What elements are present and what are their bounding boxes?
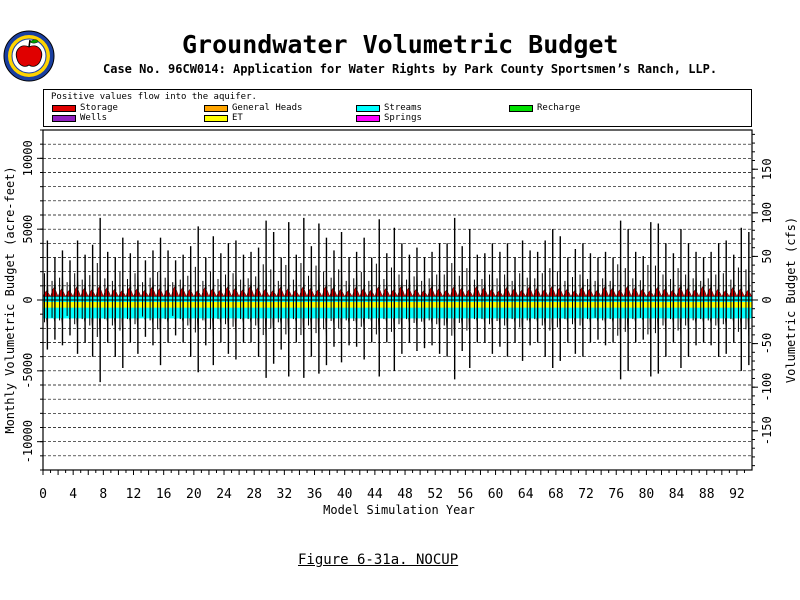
legend-label-et: ET — [232, 113, 243, 123]
springs-swatch — [356, 115, 380, 122]
x-tick-label: 52 — [427, 487, 443, 502]
left-axis-label: Monthly Volumetric Budget (acre-feet) — [3, 166, 17, 433]
storage-swatch — [52, 105, 76, 112]
left-tick-label: 10000 — [21, 140, 35, 176]
figure-caption: Figure 6-31a. NOCUP — [298, 552, 459, 568]
x-tick-label: 80 — [639, 487, 655, 502]
x-tick-label: 72 — [578, 487, 594, 502]
right-tick-label: 50 — [760, 249, 774, 263]
x-tick-label: 24 — [216, 487, 232, 502]
x-tick-label: 16 — [156, 487, 172, 502]
left-tick-label: -5000 — [21, 353, 35, 389]
right-axis-ticks: -150 -100 -50 0 50 100 150 — [752, 133, 774, 467]
legend-label-springs: Springs — [384, 113, 422, 123]
legend-label-storage: Storage — [80, 103, 118, 113]
x-tick-label: 88 — [699, 487, 715, 502]
recharge-swatch — [509, 105, 533, 112]
left-tick-label: 0 — [21, 296, 35, 303]
right-tick-label: 150 — [760, 158, 774, 180]
right-tick-label: -50 — [760, 333, 774, 355]
legend-label-streams: Streams — [384, 103, 422, 113]
x-axis-label: Model Simulation Year — [323, 503, 475, 517]
x-tick-label: 76 — [608, 487, 624, 502]
x-tick-label: 60 — [488, 487, 504, 502]
x-tick-label: 8 — [99, 487, 107, 502]
x-tick-label: 36 — [307, 487, 323, 502]
left-tick-label: 5000 — [21, 215, 35, 244]
x-tick-label: 48 — [397, 487, 413, 502]
left-tick-label: -10000 — [21, 420, 35, 463]
right-tick-label: 100 — [760, 202, 774, 224]
legend-label-recharge: Recharge — [537, 103, 581, 113]
x-tick-label: 44 — [367, 487, 383, 502]
legend-label-wells: Wells — [80, 113, 108, 123]
x-axis-ticks: 0 4 8 12 16 20 24 28 32 36 40 44 48 52 56 60 64 68 72 76 80 8… — [39, 470, 745, 502]
right-tick-label: 0 — [760, 296, 774, 303]
right-tick-label: -150 — [760, 416, 774, 445]
chart-title: Groundwater Volumetric Budget — [182, 30, 619, 59]
right-axis-label: Volumetric Budget (cfs) — [784, 217, 798, 383]
series-marks — [42, 217, 753, 383]
right-tick-label: -100 — [760, 373, 774, 402]
streams-swatch — [356, 105, 380, 112]
streams-positive-band — [43, 296, 752, 300]
x-tick-label: 92 — [729, 487, 745, 502]
et-band — [43, 302, 752, 308]
et-swatch — [204, 115, 228, 122]
x-tick-label: 12 — [126, 487, 142, 502]
legend: Positive values flow into the aquifer. S… — [43, 89, 752, 127]
x-tick-label: 64 — [518, 487, 534, 502]
x-tick-label: 0 — [39, 487, 47, 502]
chart-subtitle: Case No. 96CW014: Application for Water … — [103, 62, 718, 76]
x-tick-label: 32 — [277, 487, 293, 502]
legend-label-general-heads: General Heads — [232, 103, 303, 113]
x-tick-label: 40 — [337, 487, 353, 502]
x-tick-label: 4 — [69, 487, 77, 502]
x-tick-label: 68 — [548, 487, 564, 502]
left-axis-ticks: -10000 -5000 0 5000 10000 — [21, 129, 43, 471]
general-heads-swatch — [204, 105, 228, 112]
x-tick-label: 84 — [669, 487, 685, 502]
wells-swatch — [52, 115, 76, 122]
x-tick-label: 56 — [458, 487, 474, 502]
legend-note: Positive values flow into the aquifer. — [51, 92, 257, 102]
apple-seal-logo — [3, 30, 55, 82]
x-tick-label: 28 — [246, 487, 262, 502]
x-tick-label: 20 — [186, 487, 202, 502]
